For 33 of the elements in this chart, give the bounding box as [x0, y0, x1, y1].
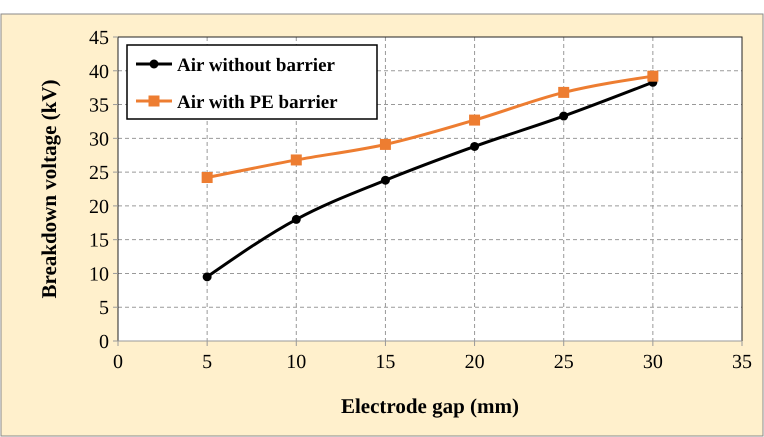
- point: [380, 138, 391, 150]
- y-tick-label: 45: [89, 27, 109, 49]
- y-tick-label: 5: [99, 297, 109, 320]
- y-tick-label: 10: [89, 263, 109, 286]
- y-tick-label: 25: [89, 162, 109, 184]
- y-tick-label: 15: [89, 230, 109, 252]
- y-axis-title: Breakdown voltage (kV): [37, 80, 61, 298]
- point: [380, 176, 390, 185]
- y-tick-label: 35: [89, 94, 109, 117]
- point: [292, 214, 301, 224]
- x-axis-title: Electrode gap (mm): [340, 394, 520, 418]
- legend-label: Air with PE barrier: [177, 92, 338, 113]
- x-tick-label: 10: [286, 351, 306, 373]
- x-tick-label: 30: [642, 351, 663, 373]
- point: [202, 272, 212, 282]
- x-tick-label: 15: [375, 351, 396, 373]
- y-tick-label: 30: [89, 128, 109, 150]
- point: [202, 172, 213, 184]
- point: [290, 154, 302, 166]
- point: [470, 142, 480, 151]
- y-tick-label: 20: [89, 196, 109, 218]
- y-tick-label: 40: [89, 60, 109, 83]
- x-tick-label: 35: [732, 351, 752, 373]
- x-tick-label: 5: [202, 351, 212, 373]
- point: [559, 112, 568, 121]
- x-tick-label: 25: [554, 351, 574, 373]
- point: [647, 70, 658, 82]
- point: [469, 114, 480, 126]
- x-tick-label: 0: [113, 351, 123, 373]
- point: [558, 86, 570, 98]
- y-tick-label: 0: [99, 331, 109, 353]
- x-tick-label: 20: [464, 351, 485, 373]
- legend-label: Air without barrier: [177, 55, 336, 76]
